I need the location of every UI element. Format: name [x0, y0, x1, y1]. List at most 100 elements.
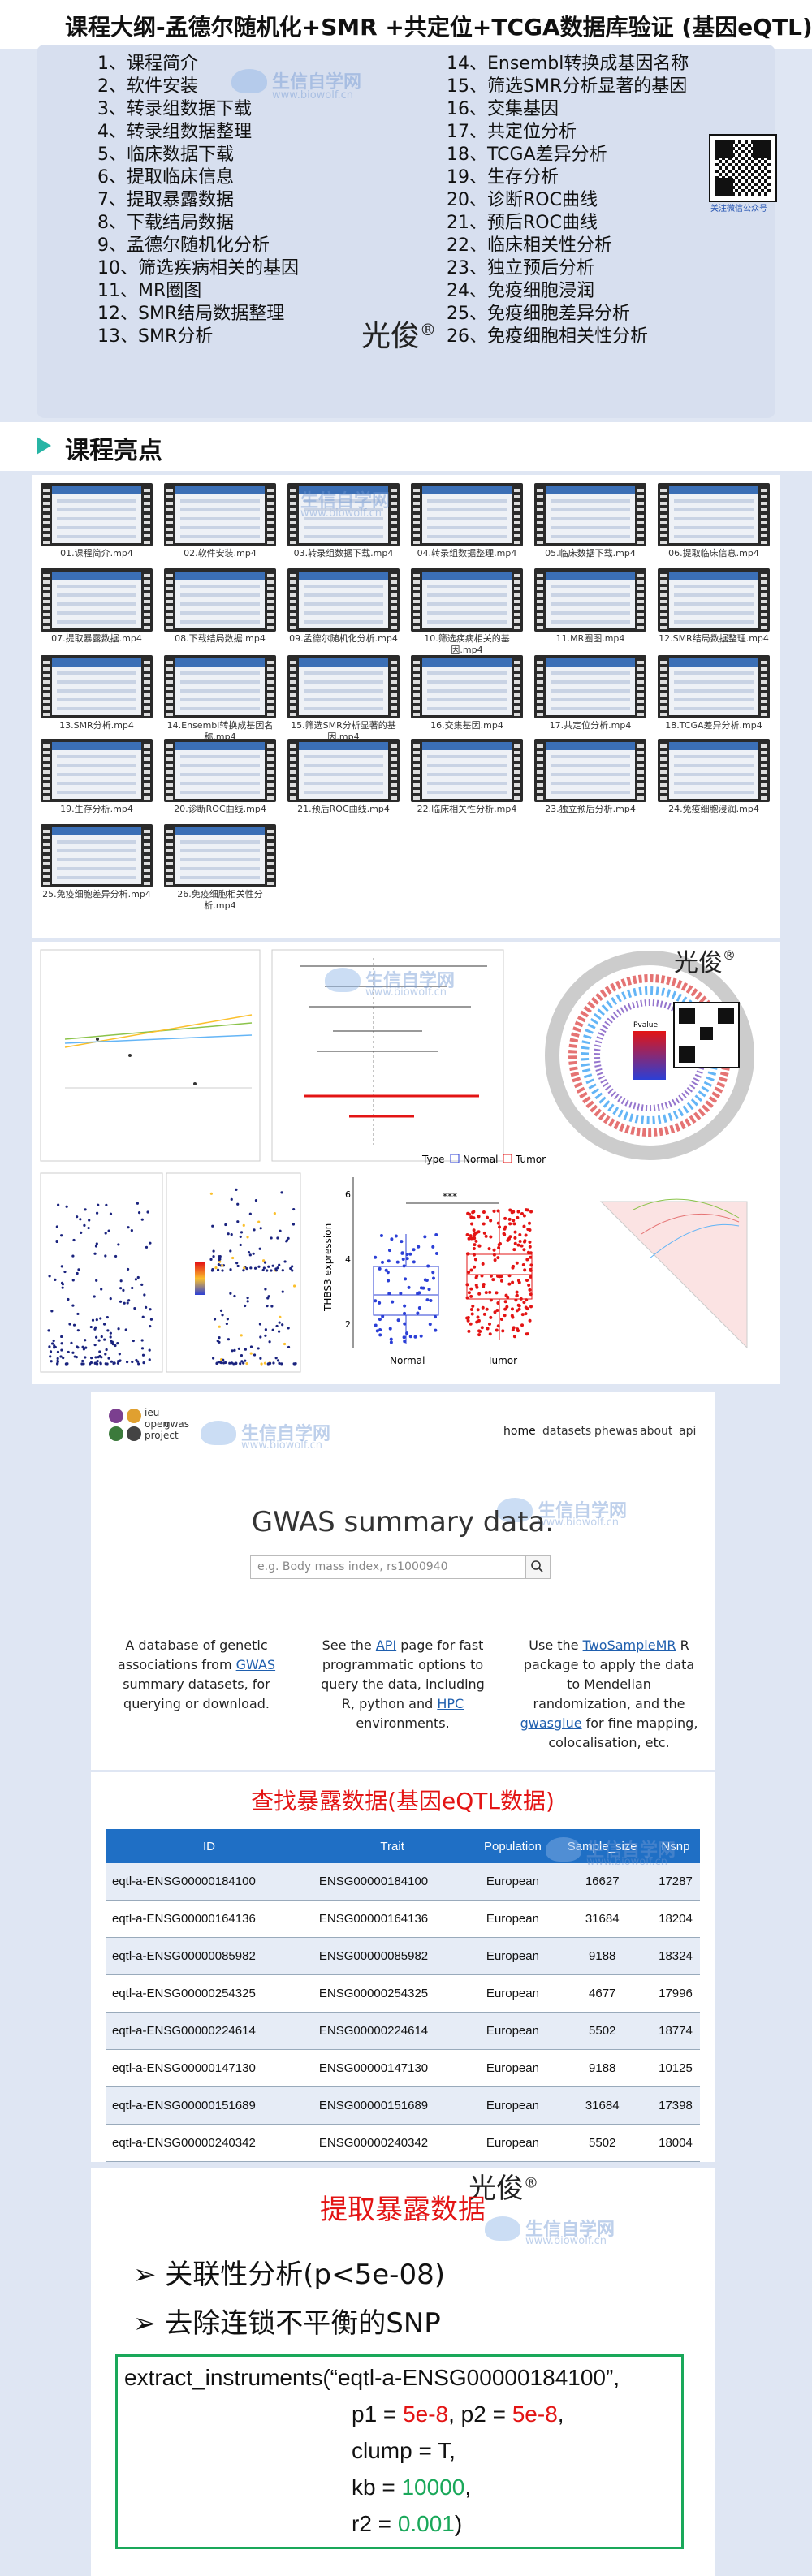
- film-strip-icon: [287, 739, 400, 802]
- nav-about[interactable]: about: [640, 1425, 673, 1438]
- manhattan-point: [50, 1310, 54, 1313]
- nav-home[interactable]: home: [503, 1425, 536, 1438]
- video-thumbnail[interactable]: 16.交集基因.mp4: [411, 655, 523, 731]
- manhattan-point: [270, 1269, 273, 1272]
- manhattan-point: [135, 1358, 138, 1362]
- boxplot-point: [528, 1288, 532, 1292]
- manhattan-point: [114, 1344, 117, 1348]
- video-thumbnail[interactable]: 23.独立预后分析.mp4: [534, 739, 646, 815]
- video-thumbnail[interactable]: 21.预后ROC曲线.mp4: [287, 739, 400, 815]
- manhattan-point: [225, 1322, 228, 1326]
- boxplot-point: [529, 1292, 533, 1297]
- search-input[interactable]: e.g. Body mass index, rs1000940: [250, 1555, 526, 1579]
- boxplot-point: [513, 1241, 517, 1245]
- nav-datasets[interactable]: datasets: [542, 1425, 592, 1438]
- manhattan-point: [136, 1275, 140, 1279]
- video-thumbnail[interactable]: 25.免疫细胞差异分析.mp4: [41, 824, 153, 900]
- boxplot-point: [412, 1248, 416, 1252]
- video-thumbnail[interactable]: 22.临床相关性分析.mp4: [411, 739, 523, 815]
- table-row: eqtl-a-ENSG00000240342 ENSG00000240342 Eur…: [106, 2124, 700, 2162]
- gwasglue-link[interactable]: gwasglue: [520, 1715, 582, 1731]
- boxplot-point: [522, 1214, 526, 1218]
- boxplot-point: [522, 1224, 526, 1228]
- manhattan-point: [249, 1352, 253, 1355]
- video-thumbnail[interactable]: 15.筛选SMR分析显著的基因.mp4: [287, 655, 400, 743]
- boxplot-point: [466, 1211, 470, 1215]
- manhattan-point: [114, 1254, 118, 1258]
- api-link[interactable]: API: [375, 1638, 397, 1653]
- table-cell: eqtl-a-ENSG00000240342: [106, 2124, 313, 2162]
- video-thumbnail[interactable]: 05.临床数据下载.mp4: [534, 483, 646, 559]
- boxplot-point: [496, 1221, 500, 1225]
- manhattan-point: [97, 1203, 100, 1206]
- outline-item: 1、课程简介: [97, 54, 198, 74]
- boxplot-point: [412, 1260, 416, 1264]
- video-thumbnail[interactable]: 04.转录组数据整理.mp4: [411, 483, 523, 559]
- manhattan-point: [94, 1356, 97, 1359]
- manhattan-point: [281, 1323, 284, 1327]
- table-header-cell: Trait: [312, 1829, 473, 1863]
- author-signature: 光俊: [674, 949, 723, 977]
- video-thumbnail[interactable]: 11.MR圈图.mp4: [534, 568, 646, 645]
- film-strip-icon: [287, 483, 400, 546]
- video-thumbnail[interactable]: 24.免疫细胞浸润.mp4: [658, 739, 770, 815]
- boxplot-point: [387, 1292, 391, 1296]
- video-thumbnail[interactable]: 20.诊断ROC曲线.mp4: [164, 739, 276, 815]
- video-thumbnail[interactable]: 09.孟德尔随机化分析.mp4: [287, 568, 400, 645]
- boxplot-point: [402, 1335, 406, 1340]
- video-thumbnail[interactable]: 19.生存分析.mp4: [41, 739, 153, 815]
- manhattan-point: [239, 1362, 242, 1366]
- boxplot-point: [403, 1322, 407, 1326]
- video-thumbnail[interactable]: 18.TCGA差异分析.mp4: [658, 655, 770, 731]
- watermark-text: 生信自学网: [365, 971, 456, 991]
- nav-phewas[interactable]: phewas: [594, 1425, 638, 1438]
- boxplot-point: [469, 1234, 473, 1238]
- manhattan-point: [289, 1266, 292, 1271]
- twosamplemr-link[interactable]: TwoSampleMR: [582, 1638, 676, 1653]
- video-caption: 22.临床相关性分析.mp4: [417, 804, 517, 814]
- nav-api[interactable]: api: [679, 1425, 697, 1438]
- manhattan-point: [102, 1323, 106, 1326]
- video-thumbnail[interactable]: 01.课程简介.mp4: [41, 483, 153, 559]
- video-thumbnail[interactable]: 03.转录组数据下载.mp4: [287, 483, 400, 559]
- video-thumbnail[interactable]: 13.SMR分析.mp4: [41, 655, 153, 731]
- manhattan-point: [93, 1343, 97, 1347]
- boxplot-point: [510, 1307, 514, 1311]
- boxplot-point: [529, 1268, 533, 1272]
- video-thumbnail[interactable]: 14.Ensembl转换成基因名称.mp4: [164, 655, 276, 743]
- video-thumbnail[interactable]: 26.免疫细胞相关性分析.mp4: [164, 824, 276, 912]
- manhattan-point: [47, 1329, 50, 1332]
- boxplot-point: [512, 1335, 516, 1339]
- boxplot-point: [529, 1251, 533, 1255]
- manhattan-point: [218, 1258, 221, 1262]
- manhattan-point: [119, 1359, 122, 1362]
- outline-item: 6、提取临床信息: [97, 167, 234, 188]
- boxplot-point: [389, 1337, 393, 1341]
- boxplot-point: [524, 1312, 528, 1316]
- video-thumbnail[interactable]: 08.下载结局数据.mp4: [164, 568, 276, 645]
- video-thumbnail[interactable]: 06.提取临床信息.mp4: [658, 483, 770, 559]
- manhattan-point: [140, 1283, 144, 1286]
- film-strip-icon: [411, 739, 523, 802]
- table-row: eqtl-a-ENSG00000184100 ENSG00000184100 Eur…: [106, 1863, 700, 1901]
- search-button[interactable]: [526, 1555, 551, 1579]
- gwas-link[interactable]: GWAS: [235, 1657, 276, 1672]
- film-strip-icon: [41, 568, 153, 632]
- video-thumbnail[interactable]: 12.SMR结局数据整理.mp4: [658, 568, 770, 645]
- hpc-link[interactable]: HPC: [437, 1696, 464, 1711]
- manhattan-point: [136, 1202, 140, 1205]
- manhattan-point: [110, 1360, 114, 1363]
- video-thumbnail[interactable]: 02.软件安装.mp4: [164, 483, 276, 559]
- boxplot-point: [523, 1240, 527, 1244]
- table-cell: European: [472, 2086, 554, 2125]
- search-icon: [531, 1560, 543, 1573]
- film-strip-icon: [164, 655, 276, 718]
- manhattan-point: [149, 1241, 152, 1245]
- video-thumbnail[interactable]: 10.筛选疾病相关的基因.mp4: [411, 568, 523, 656]
- video-thumbnail[interactable]: 07.提取暴露数据.mp4: [41, 568, 153, 645]
- video-thumbnail[interactable]: 17.共定位分析.mp4: [534, 655, 646, 731]
- video-caption: 05.临床数据下载.mp4: [545, 548, 636, 559]
- boxplot-point: [497, 1243, 501, 1247]
- table-header-row: ID Trait Population Sample_size Nsnp: [106, 1829, 700, 1863]
- table-cell: European: [472, 1974, 554, 2013]
